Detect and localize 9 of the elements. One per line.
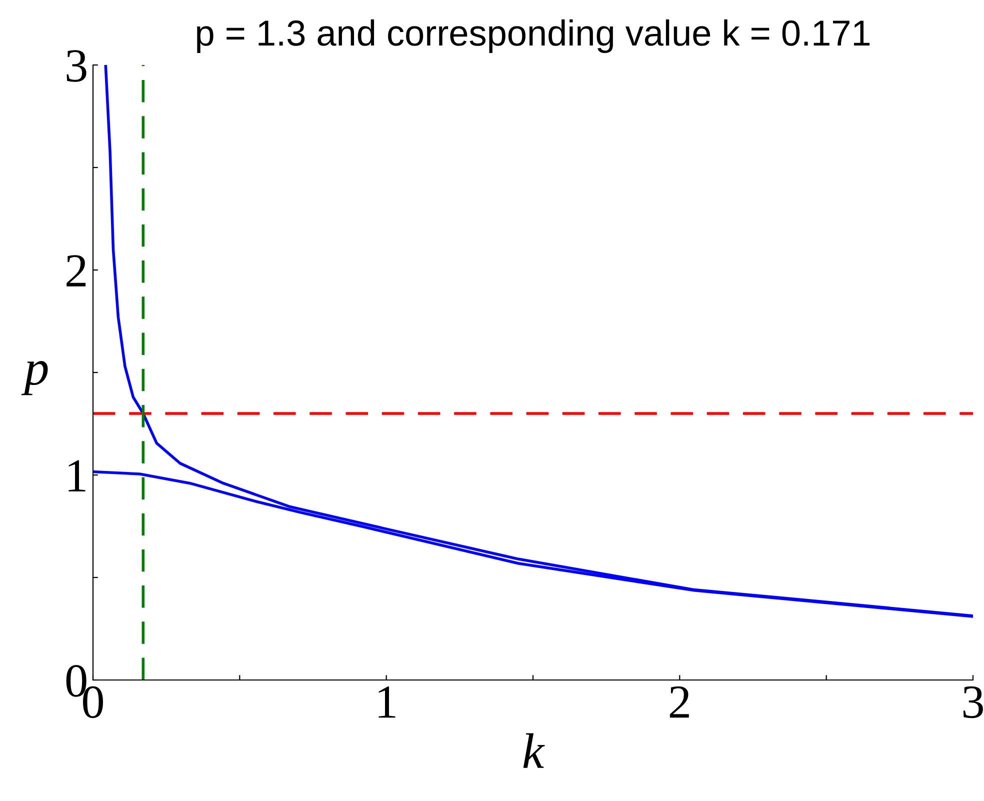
x-tick-label: 2 — [670, 686, 689, 718]
y-tick-label: 3 — [66, 50, 86, 82]
chart-title: p = 1.3 and corresponding value k = 0.171 — [197, 19, 870, 54]
y-axis-title: p — [21, 360, 48, 396]
x-tick-label: 1 — [378, 686, 396, 718]
y-tick-label: 1 — [68, 460, 86, 492]
y-tick-label: 2 — [66, 255, 86, 286]
x-axis-title: k — [523, 733, 545, 768]
x-tick-label: 3 — [963, 686, 983, 718]
